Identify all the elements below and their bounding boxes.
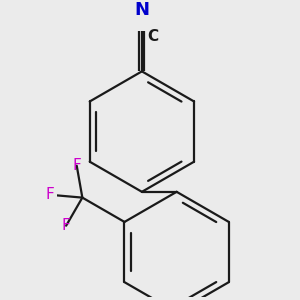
Text: F: F [72, 158, 81, 173]
Text: F: F [62, 218, 70, 233]
Text: F: F [46, 187, 54, 202]
Text: N: N [134, 1, 149, 19]
Text: C: C [148, 29, 159, 44]
